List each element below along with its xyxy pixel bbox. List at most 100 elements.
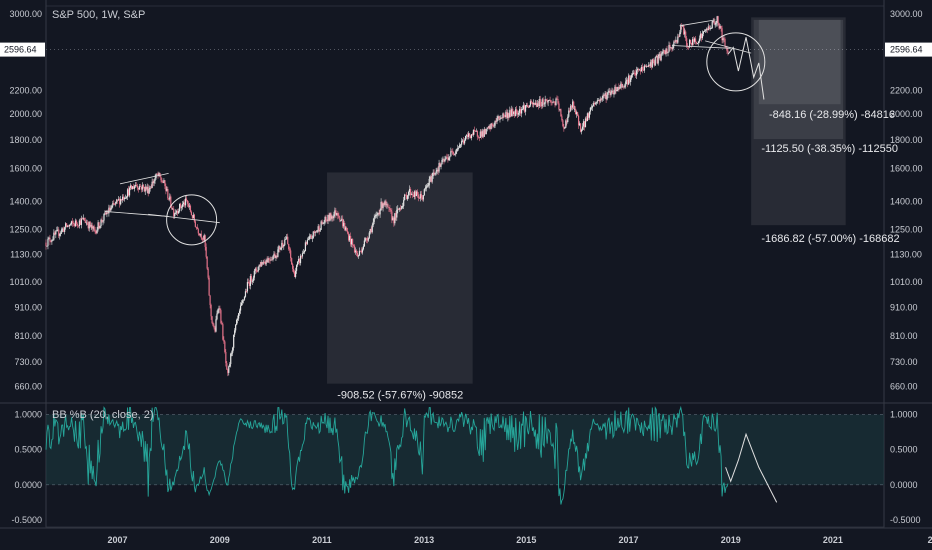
x-tick-year-label: 2007	[108, 535, 128, 545]
candle-body	[308, 239, 309, 240]
candle-body	[595, 103, 596, 104]
y-tick-label-right: 3000.00	[890, 9, 923, 19]
candle-body	[602, 98, 603, 99]
candle-body	[435, 173, 436, 174]
candle-body	[358, 255, 359, 256]
candle-body	[284, 240, 285, 246]
candle-body	[126, 197, 127, 198]
candle-body	[191, 212, 192, 215]
candle-body	[76, 221, 77, 224]
candle-body	[64, 227, 65, 232]
candle-body	[444, 159, 445, 161]
ind-tick-label-left: 1.0000	[14, 410, 42, 420]
candle-body	[240, 306, 241, 311]
candle-body	[216, 314, 217, 320]
candle-body	[243, 300, 244, 301]
candle-body	[616, 90, 617, 91]
candle-body	[237, 319, 238, 320]
candle-body	[610, 92, 611, 95]
y-tick-label-right: 1010.00	[890, 277, 923, 287]
candle-body	[521, 109, 522, 113]
candle-body	[558, 103, 559, 109]
x-tick-year-label: 202	[928, 535, 932, 545]
candle-body	[232, 348, 233, 353]
candle-body	[46, 246, 47, 247]
ind-tick-label-left: 0.0000	[14, 480, 42, 490]
candle-body	[697, 43, 698, 44]
candle-body	[221, 323, 222, 324]
measure-box	[759, 20, 841, 104]
candle-body	[527, 105, 528, 107]
candle-body	[164, 180, 165, 186]
y-tick-label-left: 3000.00	[9, 9, 42, 19]
candle-body	[597, 101, 598, 103]
candle-body	[474, 130, 475, 131]
candle-body	[233, 335, 234, 348]
candle-body	[477, 131, 478, 137]
candle-body	[300, 256, 301, 263]
candle-body	[712, 21, 713, 28]
candle-body	[181, 207, 182, 208]
candle-body	[246, 291, 247, 292]
candle-body	[153, 181, 154, 183]
y-tick-label-left: 910.00	[14, 303, 42, 313]
candle-body	[560, 109, 561, 116]
candle-body	[238, 313, 239, 318]
candle-body	[304, 251, 305, 252]
candle-body	[458, 148, 459, 149]
candle-body	[531, 101, 532, 102]
candle-body	[698, 41, 699, 43]
candle-body	[81, 218, 82, 224]
candle-body	[553, 102, 554, 103]
candle-body	[94, 226, 95, 229]
candle-body	[621, 84, 622, 87]
candle-body	[529, 106, 530, 108]
candle-body	[325, 217, 326, 220]
candle-body	[718, 16, 719, 23]
candle-body	[210, 296, 211, 305]
chart-title: S&P 500, 1W, S&P	[52, 9, 145, 21]
y-tick-label-left: 1010.00	[9, 277, 42, 287]
x-tick-year-label: 2019	[721, 535, 741, 545]
candle-body	[426, 187, 427, 189]
candle-body	[207, 257, 208, 269]
candle-body	[624, 85, 625, 86]
candle-body	[175, 213, 176, 214]
candle-body	[557, 99, 558, 104]
candle-body	[244, 297, 245, 300]
candle-body	[224, 342, 225, 352]
x-tick-year-label: 2017	[618, 535, 638, 545]
candle-body	[455, 151, 456, 153]
candle-body	[364, 241, 365, 247]
candle-body	[239, 311, 240, 314]
last-price-label-right: 2596.64	[890, 45, 923, 55]
candle-body	[679, 32, 680, 36]
candle-body	[493, 126, 494, 127]
candle-body	[208, 269, 209, 278]
candle-body	[423, 195, 424, 199]
candle-body	[280, 248, 281, 250]
candle-body	[291, 258, 292, 264]
candle-body	[727, 51, 728, 53]
candle-body	[469, 133, 470, 135]
candle-body	[448, 157, 449, 160]
candle-body	[211, 316, 212, 323]
candle-body	[258, 267, 259, 271]
candle-body	[368, 238, 369, 241]
candle-body	[337, 213, 338, 216]
candle-body	[285, 239, 286, 240]
candle-body	[251, 276, 252, 281]
candle-body	[87, 222, 88, 224]
candle-body	[516, 109, 517, 112]
candle-body	[277, 249, 278, 256]
candle-body	[550, 100, 551, 102]
candle-body	[591, 108, 592, 109]
candle-body	[353, 245, 354, 246]
candle-body	[289, 249, 290, 250]
candle-body	[302, 253, 303, 256]
candle-body	[352, 239, 353, 245]
candle-body	[96, 230, 97, 234]
candle-body	[432, 176, 433, 182]
